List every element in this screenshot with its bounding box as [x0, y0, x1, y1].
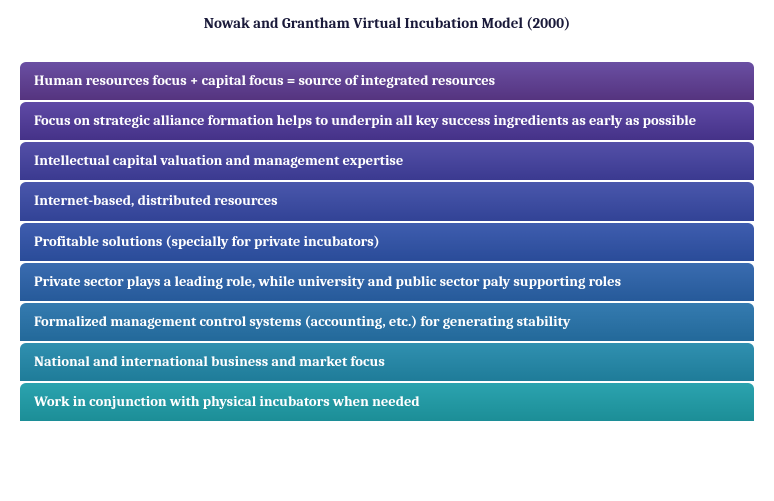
list-item: Intellectual capital valuation and manag… [20, 142, 754, 180]
list-item: Private sector plays a leading role, whi… [20, 263, 754, 301]
list-item: Focus on strategic alliance formation he… [20, 102, 754, 140]
page-title: Nowak and Grantham Virtual Incubation Mo… [20, 14, 754, 32]
list-item: Internet-based, distributed resources [20, 182, 754, 220]
list-item: Profitable solutions (specially for priv… [20, 223, 754, 261]
list-item: Work in conjunction with physical incuba… [20, 383, 754, 421]
infographic-bars: Human resources focus + capital focus = … [20, 62, 754, 421]
list-item: Human resources focus + capital focus = … [20, 62, 754, 100]
list-item: Formalized management control systems (a… [20, 303, 754, 341]
list-item: National and international business and … [20, 343, 754, 381]
